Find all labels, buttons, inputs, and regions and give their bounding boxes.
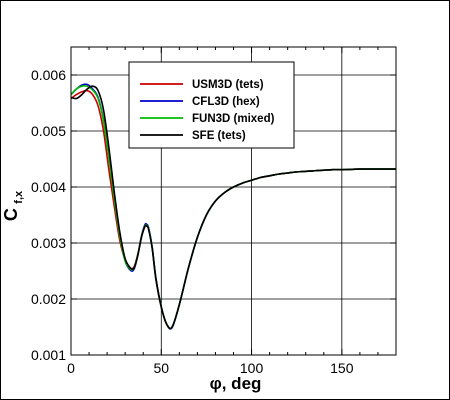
y-axis-title: C f,x bbox=[1, 190, 25, 221]
y-tick-label: 0.002 bbox=[31, 291, 66, 307]
x-tick-label: 0 bbox=[67, 360, 75, 376]
y-tick-label: 0.003 bbox=[31, 235, 66, 251]
x-tick-label: 150 bbox=[330, 360, 354, 376]
legend-label-sfe-tets: SFE (tets) bbox=[192, 130, 246, 142]
series-line-sfe-tets bbox=[70, 85, 396, 330]
series-lines bbox=[70, 83, 396, 330]
legend-label-cfl3d-hex: CFL3D (hex) bbox=[192, 96, 260, 108]
y-axis-title-subscript: f,x bbox=[13, 190, 25, 204]
legend-box bbox=[128, 61, 295, 149]
ticks bbox=[70, 47, 397, 356]
y-axis-title-main: C bbox=[1, 208, 21, 221]
y-tick-label: 0.001 bbox=[31, 347, 66, 363]
legend-label-fun3d-mixed: FUN3D (mixed) bbox=[192, 113, 275, 125]
x-tick-label: 50 bbox=[153, 360, 169, 376]
y-tick-label: 0.005 bbox=[31, 123, 66, 139]
y-tick-label: 0.006 bbox=[31, 67, 66, 83]
legend-label-usm3d-tets: USM3D (tets) bbox=[192, 79, 264, 91]
legend: USM3D (tets) CFL3D (hex) FUN3D (mixed) SFE … bbox=[128, 61, 295, 149]
x-axis-title: φ, deg bbox=[210, 374, 262, 393]
y-tick-label: 0.004 bbox=[31, 179, 66, 195]
x-tick-label: 100 bbox=[240, 360, 264, 376]
tick-labels: 0 50 100 150 0.001 0.002 0.003 0.004 0.005 0.006 bbox=[31, 67, 354, 376]
